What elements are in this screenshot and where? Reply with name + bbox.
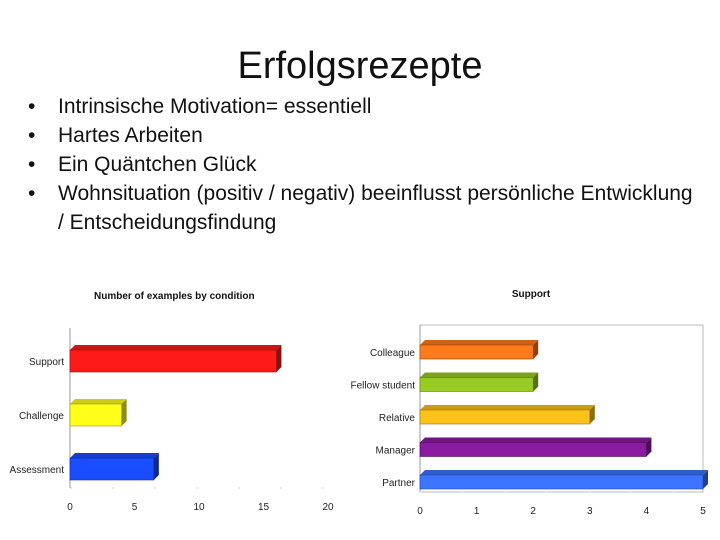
bar-top [420,372,539,378]
bullet-dot-icon: • [28,153,36,176]
x-tick-label: 20 [322,502,334,513]
bar [419,344,534,360]
bar-top [420,340,539,345]
bar-top [420,405,595,410]
bullet-item: • Wohnsituation (positiv / negativ) beein… [28,179,698,237]
x-tick-label: 0 [417,506,423,517]
bar-top [420,470,708,475]
chart-examples-by-condition: Number of examples by condition Support Ch… [10,291,334,513]
x-tick-label: 5 [700,506,706,517]
x-tick-label: 1 [474,506,480,517]
x-tick-label: 2 [530,506,536,517]
bar-side [533,340,539,359]
category-label: Partner [382,478,415,489]
bar [419,377,534,392]
bullet-item: • Intrinsische Motivation= essentiell [28,92,698,121]
bar-top [420,437,652,443]
bullet-text: Intrinsische Motivation= essentiell [58,95,372,118]
bar-side [533,372,539,392]
bar-side [589,405,595,424]
bullet-dot-icon: • [28,124,36,147]
x-tick-label: 4 [644,506,650,517]
category-label: Manager [376,446,416,457]
bar [69,457,155,481]
bullet-item: • Ein Quäntchen Glück [28,150,698,179]
x-tick-label: 0 [67,502,73,513]
x-tick-label: 5 [132,502,138,513]
category-label: Assessment [10,465,65,476]
bar-side [153,453,159,480]
bar-side [276,345,282,372]
bullet-list: • Intrinsische Motivation= essentiell • Ha… [28,92,698,237]
chart-title: Number of examples by condition [94,291,255,302]
category-label: Relative [379,413,416,424]
x-tick-label: 15 [258,502,270,513]
category-label: Fellow student [351,381,416,392]
x-tick-label: 10 [193,502,205,513]
category-label: Support [29,357,64,368]
bar [419,409,591,425]
bar [419,474,704,490]
chart-title: Support [512,289,551,300]
bullet-text: Ein Quäntchen Glück [58,153,257,176]
bullet-dot-icon: • [28,95,36,118]
bar-side [646,437,652,457]
bullet-item: • Hartes Arbeiten [28,121,698,150]
bullet-text: Hartes Arbeiten [58,124,203,147]
bar [69,349,277,373]
bar-side [703,470,708,489]
bar-top [70,399,127,404]
x-tick-label: 3 [587,506,593,517]
bar [419,442,647,457]
bar [69,403,122,427]
bullet-text: Wohnsituation (positiv / negativ) beeinf… [58,182,693,234]
bullet-dot-icon: • [28,182,36,205]
category-label: Colleague [370,348,415,359]
slide-title: Erfolgsrezepte [237,45,483,87]
category-label: Challenge [19,411,64,422]
bar-top [70,453,159,458]
chart-support: Support Colleague Fellow student Relative Ma… [351,289,708,517]
bar-side [121,399,127,426]
bar-top [70,345,282,350]
